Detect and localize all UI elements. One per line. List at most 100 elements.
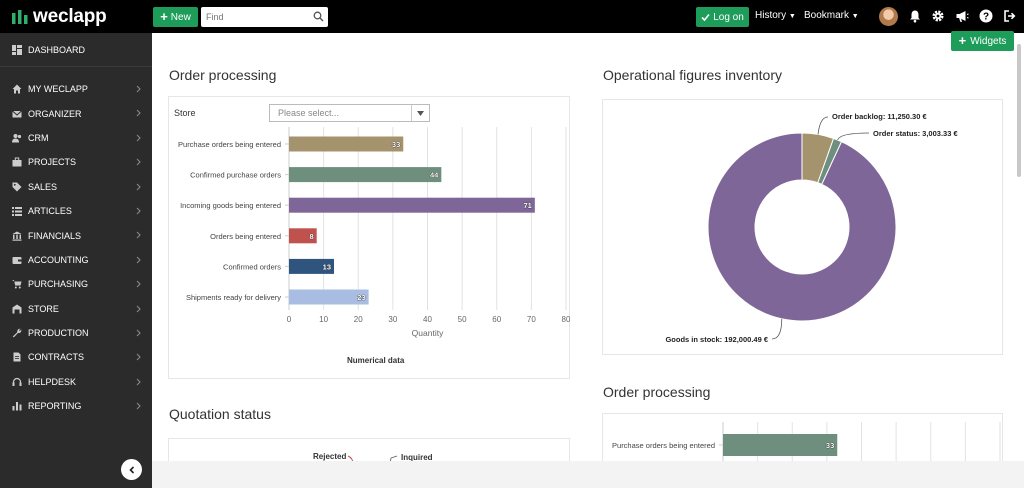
chevron-right-icon bbox=[136, 231, 141, 241]
home-icon bbox=[12, 84, 22, 94]
logout-icon[interactable] bbox=[1003, 9, 1017, 23]
chevron-right-icon bbox=[136, 109, 141, 119]
sidebar-item-store[interactable]: STORE bbox=[0, 297, 152, 321]
slice-leader-line bbox=[817, 116, 829, 135]
category-label: Shipments ready for delivery bbox=[186, 293, 281, 302]
slice-leader-line bbox=[771, 318, 783, 340]
plus-icon: + bbox=[160, 9, 168, 24]
chevron-left-icon bbox=[128, 465, 134, 474]
bar-value-label: 33 bbox=[392, 140, 400, 149]
caret-down-icon bbox=[411, 105, 429, 121]
sidebar-item-purchasing[interactable]: PURCHASING bbox=[0, 272, 152, 296]
log-on-button[interactable]: Log on bbox=[696, 7, 749, 27]
sidebar-item-sales[interactable]: SALES bbox=[0, 175, 152, 199]
bottom-strip bbox=[152, 461, 1024, 488]
store-select[interactable]: Please select... bbox=[269, 104, 430, 122]
users-icon bbox=[12, 133, 22, 143]
search-box[interactable] bbox=[201, 7, 328, 27]
history-menu[interactable]: History ▼ bbox=[755, 10, 796, 21]
sidebar-item-organizer[interactable]: ORGANIZER bbox=[0, 101, 152, 125]
briefcase-icon bbox=[12, 157, 22, 167]
help-icon[interactable]: ? bbox=[979, 9, 993, 23]
new-button-label: New bbox=[170, 11, 191, 23]
slice-label: Order status: 3,003.33 € bbox=[873, 129, 958, 138]
sidebar-item-label: STORE bbox=[28, 303, 59, 314]
new-button[interactable]: + New bbox=[153, 7, 198, 27]
sidebar-item-articles[interactable]: ARTICLES bbox=[0, 199, 152, 223]
top-bar: weclapp + New Log on History ▼ Bookmark … bbox=[0, 0, 1024, 33]
rejected-label: Rejected bbox=[313, 452, 347, 461]
sidebar-item-label: ARTICLES bbox=[28, 206, 72, 217]
sidebar-item-reporting[interactable]: REPORTING bbox=[0, 394, 152, 418]
envelope-icon bbox=[12, 109, 22, 119]
sidebar: DASHBOARD MY WECLAPP ORGANIZER CRM PROJECTS… bbox=[0, 33, 152, 488]
bar bbox=[289, 136, 404, 152]
caret-down-icon: ▼ bbox=[851, 13, 859, 20]
sidebar-item-contracts[interactable]: CONTRACTS bbox=[0, 345, 152, 369]
user-avatar[interactable] bbox=[879, 7, 898, 26]
inventory-title: Operational figures inventory bbox=[603, 67, 782, 83]
sidebar-item-label: FINANCIALS bbox=[28, 230, 82, 241]
sidebar-item-label: SALES bbox=[28, 181, 58, 192]
chevron-right-icon bbox=[136, 134, 141, 144]
sidebar-item-helpdesk[interactable]: HELPDESK bbox=[0, 370, 152, 394]
slice-label: Goods in stock: 192,000.49 € bbox=[665, 335, 768, 344]
sidebar-item-crm[interactable]: CRM bbox=[0, 126, 152, 150]
bookmark-menu[interactable]: Bookmark ▼ bbox=[804, 10, 859, 21]
x-tick-label: 0 bbox=[287, 315, 292, 324]
order-processing-2-bar-chart: Purchase orders being entered 33 bbox=[612, 422, 1001, 461]
bank-icon bbox=[12, 231, 22, 241]
sidebar-item-production[interactable]: PRODUCTION bbox=[0, 321, 152, 345]
gear-icon[interactable] bbox=[931, 9, 945, 23]
log-on-label: Log on bbox=[713, 11, 744, 23]
headset-icon bbox=[12, 377, 22, 387]
sidebar-item-label: PROJECTS bbox=[28, 157, 77, 168]
sidebar-item-label: ACCOUNTING bbox=[28, 254, 89, 265]
slice-label: Order backlog: 11,250.30 € bbox=[832, 112, 927, 121]
chevron-right-icon bbox=[136, 353, 141, 363]
search-input[interactable] bbox=[201, 7, 309, 27]
sidebar-item-projects[interactable]: PROJECTS bbox=[0, 150, 152, 174]
bar-value-label: 13 bbox=[323, 262, 331, 271]
store-select-value: Please select... bbox=[278, 108, 340, 118]
checkmark-icon bbox=[701, 13, 710, 21]
warehouse-icon bbox=[12, 304, 22, 314]
chevron-right-icon bbox=[136, 305, 141, 315]
bar bbox=[723, 434, 838, 456]
sidebar-item-financials[interactable]: FINANCIALS bbox=[0, 223, 152, 247]
sidebar-item-label: ORGANIZER bbox=[28, 108, 82, 119]
bar-value-label: 71 bbox=[523, 201, 531, 210]
chevron-right-icon bbox=[136, 183, 141, 193]
weclapp-logo[interactable]: weclapp bbox=[12, 6, 107, 28]
category-label: Orders being entered bbox=[210, 232, 281, 241]
svg-text:?: ? bbox=[983, 12, 989, 23]
x-tick-label: 50 bbox=[458, 315, 467, 324]
bookmark-label: Bookmark bbox=[804, 10, 850, 21]
x-axis-title: Quantity bbox=[412, 328, 444, 338]
collapse-sidebar-button[interactable] bbox=[121, 459, 142, 480]
widgets-button[interactable]: + Widgets bbox=[951, 31, 1014, 51]
chevron-right-icon bbox=[136, 256, 141, 266]
sidebar-item-accounting[interactable]: ACCOUNTING bbox=[0, 248, 152, 272]
x-tick-label: 40 bbox=[423, 315, 432, 324]
sidebar-item-my-weclapp[interactable]: MY WECLAPP bbox=[0, 77, 152, 101]
chevron-right-icon bbox=[136, 280, 141, 290]
search-icon[interactable] bbox=[313, 11, 324, 22]
x-tick-label: 80 bbox=[562, 315, 570, 324]
bar-value-label: 23 bbox=[357, 293, 365, 302]
megaphone-icon[interactable] bbox=[955, 9, 969, 23]
sidebar-item-label: HELPDESK bbox=[28, 376, 77, 387]
sidebar-item-label: PURCHASING bbox=[28, 279, 89, 290]
sidebar-item-label: REPORTING bbox=[28, 401, 82, 412]
sidebar-item-dashboard[interactable]: DASHBOARD bbox=[0, 33, 152, 67]
scrollbar[interactable] bbox=[1017, 44, 1021, 177]
chevron-right-icon bbox=[136, 207, 141, 217]
chevron-right-icon bbox=[136, 85, 141, 95]
bar-chart-icon bbox=[12, 401, 22, 411]
caret-down-icon: ▼ bbox=[788, 13, 796, 20]
sidebar-item-label: DASHBOARD bbox=[28, 44, 86, 55]
list-icon bbox=[12, 206, 22, 217]
bell-icon[interactable] bbox=[908, 9, 922, 23]
category-label: Purchase orders being entered bbox=[612, 441, 715, 450]
weclapp-logo-icon bbox=[12, 10, 28, 24]
